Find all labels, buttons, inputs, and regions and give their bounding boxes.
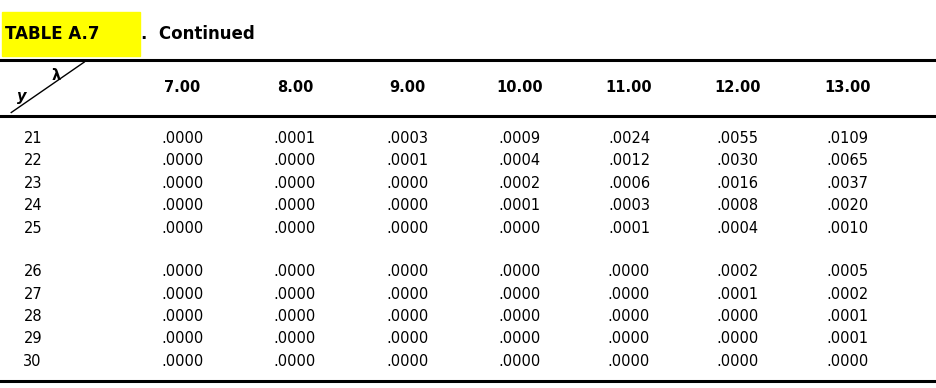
Text: .0002: .0002 — [498, 176, 541, 191]
Text: .0000: .0000 — [273, 331, 316, 346]
Text: .0010: .0010 — [826, 220, 869, 236]
Text: y: y — [17, 90, 26, 104]
Text: 22: 22 — [23, 153, 42, 168]
Text: .0000: .0000 — [498, 264, 541, 279]
Text: .0000: .0000 — [386, 309, 429, 324]
Text: .0020: .0020 — [826, 198, 869, 213]
Text: .0000: .0000 — [161, 309, 204, 324]
Text: .0000: .0000 — [161, 198, 204, 213]
Text: .0030: .0030 — [717, 153, 758, 168]
Text: .0000: .0000 — [273, 354, 316, 369]
Text: .0000: .0000 — [716, 331, 759, 346]
Text: .0003: .0003 — [608, 198, 650, 213]
Text: .0001: .0001 — [826, 331, 869, 346]
Text: 27: 27 — [23, 287, 42, 301]
Text: .0000: .0000 — [161, 331, 204, 346]
Text: .0000: .0000 — [273, 220, 316, 236]
Text: .0055: .0055 — [717, 131, 758, 146]
Text: 29: 29 — [23, 331, 42, 346]
Text: 24: 24 — [23, 198, 42, 213]
Text: .0000: .0000 — [716, 309, 759, 324]
Text: .0001: .0001 — [273, 131, 316, 146]
Text: 23: 23 — [23, 176, 42, 191]
Text: .0001: .0001 — [607, 220, 651, 236]
Text: .0000: .0000 — [386, 176, 429, 191]
Text: 11.00: 11.00 — [606, 80, 652, 95]
Text: .0000: .0000 — [273, 198, 316, 213]
Text: .0002: .0002 — [716, 264, 759, 279]
Text: .0016: .0016 — [717, 176, 758, 191]
Text: 30: 30 — [23, 354, 42, 369]
Text: 26: 26 — [23, 264, 42, 279]
Text: .0000: .0000 — [498, 331, 541, 346]
Text: .0008: .0008 — [716, 198, 759, 213]
Text: .0009: .0009 — [498, 131, 541, 146]
Text: .0000: .0000 — [386, 198, 429, 213]
Text: .0000: .0000 — [273, 264, 316, 279]
Text: .  Continued: . Continued — [141, 25, 256, 43]
Text: .0024: .0024 — [607, 131, 651, 146]
Text: .0000: .0000 — [607, 309, 651, 324]
Text: .0000: .0000 — [273, 287, 316, 301]
Text: .0000: .0000 — [161, 264, 204, 279]
Text: .0000: .0000 — [386, 331, 429, 346]
Text: .0005: .0005 — [826, 264, 869, 279]
Text: .0000: .0000 — [607, 287, 651, 301]
Text: 13.00: 13.00 — [824, 80, 870, 95]
Text: .0002: .0002 — [826, 287, 869, 301]
Text: .0037: .0037 — [826, 176, 868, 191]
Text: .0001: .0001 — [716, 287, 759, 301]
Text: .0000: .0000 — [386, 264, 429, 279]
Text: .0109: .0109 — [826, 131, 868, 146]
Text: .0000: .0000 — [498, 354, 541, 369]
Text: .0000: .0000 — [498, 287, 541, 301]
Text: .0000: .0000 — [273, 309, 316, 324]
Text: 12.00: 12.00 — [714, 80, 761, 95]
Text: .0001: .0001 — [826, 309, 869, 324]
Text: .0003: .0003 — [387, 131, 428, 146]
Text: .0000: .0000 — [273, 153, 316, 168]
Text: .0065: .0065 — [826, 153, 868, 168]
Text: .0006: .0006 — [607, 176, 651, 191]
Text: .0000: .0000 — [161, 176, 204, 191]
Text: .0000: .0000 — [607, 354, 651, 369]
Text: 7.00: 7.00 — [165, 80, 200, 95]
Text: .0004: .0004 — [716, 220, 759, 236]
Text: .0000: .0000 — [161, 131, 204, 146]
Text: 8.00: 8.00 — [277, 80, 313, 95]
Text: .0000: .0000 — [716, 354, 759, 369]
Text: 21: 21 — [23, 131, 42, 146]
Text: .0000: .0000 — [161, 287, 204, 301]
Text: .0000: .0000 — [273, 176, 316, 191]
Text: TABLE A.7: TABLE A.7 — [5, 25, 99, 43]
Text: .0000: .0000 — [161, 220, 204, 236]
Text: .0000: .0000 — [498, 220, 541, 236]
Text: .0004: .0004 — [498, 153, 541, 168]
Text: .0000: .0000 — [386, 354, 429, 369]
Text: 28: 28 — [23, 309, 42, 324]
Text: .0000: .0000 — [386, 287, 429, 301]
Text: .0000: .0000 — [161, 153, 204, 168]
Text: .0012: .0012 — [607, 153, 651, 168]
Text: .0001: .0001 — [498, 198, 541, 213]
Text: .0000: .0000 — [607, 331, 651, 346]
Text: .0000: .0000 — [386, 220, 429, 236]
Text: 9.00: 9.00 — [389, 80, 425, 95]
Text: 10.00: 10.00 — [496, 80, 543, 95]
FancyBboxPatch shape — [2, 12, 140, 56]
Text: .0000: .0000 — [161, 354, 204, 369]
Text: .0000: .0000 — [498, 309, 541, 324]
Text: .0001: .0001 — [386, 153, 429, 168]
Text: .0000: .0000 — [826, 354, 869, 369]
Text: .0000: .0000 — [607, 264, 651, 279]
Text: λ: λ — [51, 68, 61, 83]
Text: 25: 25 — [23, 220, 42, 236]
